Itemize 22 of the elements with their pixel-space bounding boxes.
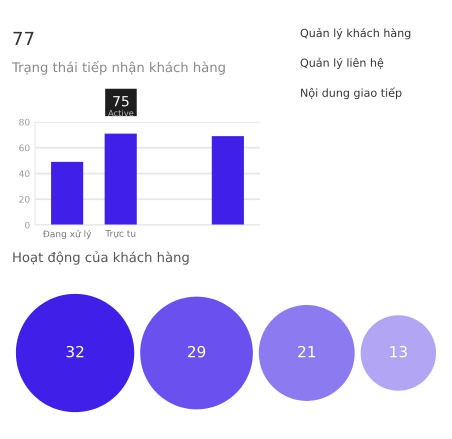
y-tick-label: 60 xyxy=(19,144,30,152)
x-tick-label: Trực tu xyxy=(105,230,136,238)
text: Active xyxy=(108,110,134,116)
data-label: 21 xyxy=(298,346,316,358)
data-label: 32 xyxy=(66,346,84,358)
bar xyxy=(104,134,137,225)
y-tick-label: 20 xyxy=(19,196,30,203)
y-tick-label: 0 xyxy=(24,222,30,229)
data-label: 13 xyxy=(390,346,407,358)
chart-title: 77 xyxy=(13,32,34,45)
text: Hoạt động của khách hàng xyxy=(13,251,189,265)
text: Nội dung giao tiếp xyxy=(301,87,402,100)
chart-subtitle: Trạng thái tiếp nhận khách hàng xyxy=(12,60,225,75)
data-label: 29 xyxy=(188,346,206,358)
text: Quản lý khách hàng xyxy=(300,28,410,40)
bar xyxy=(51,162,84,225)
y-tick-label: 80 xyxy=(19,118,30,126)
text: 75 xyxy=(113,96,129,106)
text: Quản lý liên hệ xyxy=(300,58,384,70)
y-tick-label: 40 xyxy=(19,170,30,178)
x-tick-label: Đang xử lý xyxy=(42,230,92,240)
bar xyxy=(212,136,244,225)
